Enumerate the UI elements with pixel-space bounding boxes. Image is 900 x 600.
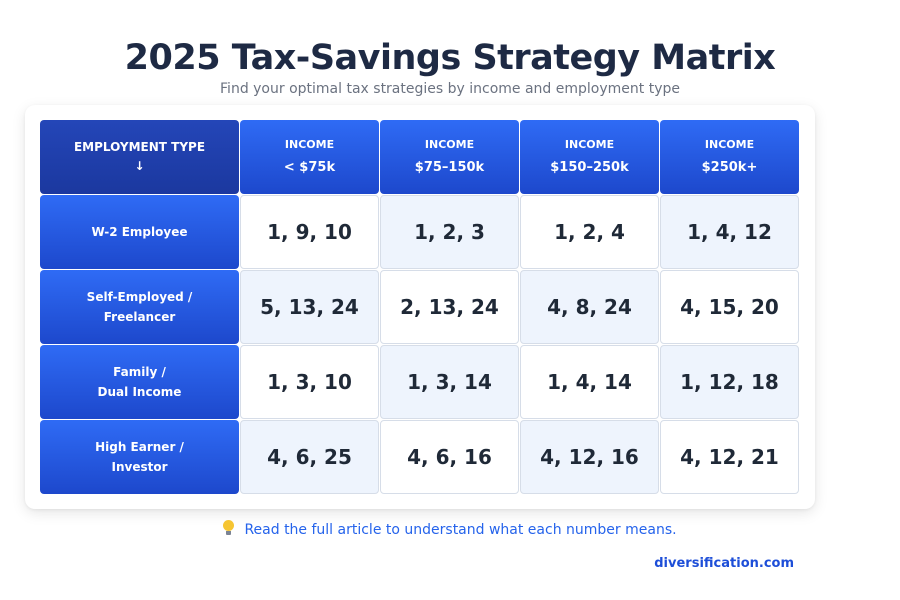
matrix-cell: 4, 15, 20 bbox=[660, 270, 799, 344]
row-header: High Earner / Investor bbox=[40, 420, 239, 494]
article-note[interactable]: Read the full article to understand what… bbox=[0, 520, 900, 540]
row-header-line2: Dual Income bbox=[97, 385, 182, 399]
matrix-card: EMPLOYMENT TYPE ↓ INCOME < $75k INCOME $… bbox=[25, 105, 815, 509]
brand-link[interactable]: diversification.com bbox=[654, 556, 794, 571]
matrix-cell: 4, 6, 25 bbox=[240, 420, 379, 494]
matrix-cell: 1, 3, 14 bbox=[380, 345, 519, 419]
matrix-cell: 5, 13, 24 bbox=[240, 270, 379, 344]
column-header-line1: INCOME bbox=[424, 138, 475, 151]
page-subtitle: Find your optimal tax strategies by inco… bbox=[220, 81, 680, 97]
matrix-cell: 1, 2, 4 bbox=[520, 195, 659, 269]
column-header: INCOME $150–250k bbox=[520, 120, 659, 194]
matrix-cell: 4, 12, 21 bbox=[660, 420, 799, 494]
corner-header: EMPLOYMENT TYPE ↓ bbox=[40, 120, 239, 194]
column-header: INCOME $75–150k bbox=[380, 120, 519, 194]
column-header-line2: $75–150k bbox=[414, 160, 485, 175]
down-arrow-icon: ↓ bbox=[134, 159, 145, 173]
matrix-cell: 1, 12, 18 bbox=[660, 345, 799, 419]
row-header-line1: High Earner / bbox=[95, 440, 184, 454]
column-header: INCOME < $75k bbox=[240, 120, 379, 194]
article-note-text[interactable]: Read the full article to understand what… bbox=[244, 522, 677, 538]
column-header-line1: INCOME bbox=[564, 138, 615, 151]
column-header-line2: $150–250k bbox=[550, 160, 629, 175]
column-header-line2: $250k+ bbox=[701, 160, 758, 175]
matrix-cell: 1, 4, 14 bbox=[520, 345, 659, 419]
matrix-cell: 1, 9, 10 bbox=[240, 195, 379, 269]
matrix-cell: 1, 2, 3 bbox=[380, 195, 519, 269]
lightbulb-icon bbox=[223, 520, 235, 536]
row-header: Family / Dual Income bbox=[40, 345, 239, 419]
matrix-cell: 1, 4, 12 bbox=[660, 195, 799, 269]
row-header-line2: Investor bbox=[111, 460, 168, 474]
column-header-line1: INCOME bbox=[284, 138, 335, 151]
row-header: W-2 Employee bbox=[40, 195, 239, 269]
matrix-cell: 4, 8, 24 bbox=[520, 270, 659, 344]
column-header-line2: < $75k bbox=[283, 160, 336, 175]
row-header-line2: Freelancer bbox=[103, 310, 176, 324]
page-title: 2025 Tax-Savings Strategy Matrix bbox=[124, 38, 776, 78]
row-header: Self-Employed / Freelancer bbox=[40, 270, 239, 344]
row-header-line1: Self-Employed / bbox=[86, 290, 193, 304]
matrix-cell: 1, 3, 10 bbox=[240, 345, 379, 419]
row-header-line1: W-2 Employee bbox=[91, 225, 188, 239]
corner-label: EMPLOYMENT TYPE bbox=[73, 140, 206, 154]
matrix-cell: 4, 6, 16 bbox=[380, 420, 519, 494]
column-header: INCOME $250k+ bbox=[660, 120, 799, 194]
column-header-line1: INCOME bbox=[704, 138, 755, 151]
row-header-line1: Family / bbox=[113, 365, 166, 379]
matrix-cell: 2, 13, 24 bbox=[380, 270, 519, 344]
matrix-cell: 4, 12, 16 bbox=[520, 420, 659, 494]
